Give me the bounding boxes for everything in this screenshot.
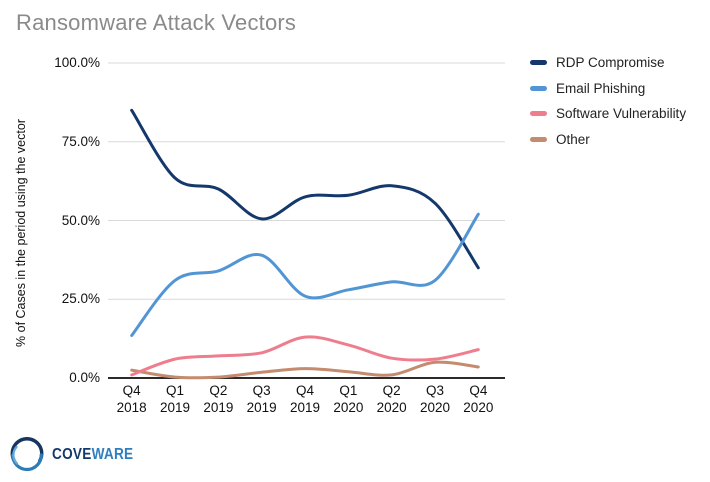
coveware-logo-icon [10,437,44,472]
x-tick-label-q3-2019: Q3 2019 [246,383,277,415]
x-tick-label-q2-2019: Q2 2019 [203,383,234,415]
legend-item-software-vulnerability: Software Vulnerability [530,105,686,122]
line-software-vulnerability [130,335,480,377]
line-other [130,360,480,380]
legend-swatch-rdp-compromise [530,60,547,65]
y-tick-label-0: 0.0% [69,370,100,385]
y-tick-label-25: 25.0% [61,291,100,307]
legend-label-software-vulnerability: Software Vulnerability [556,106,687,121]
x-tick-label-q4-2020: Q4 2020 [463,383,494,415]
page-title: Ransomware Attack Vectors [16,10,297,35]
logo-text-ware: WARE [91,446,134,463]
x-tick-label-q4-2019: Q4 2019 [289,383,321,415]
y-tick-label-75: 75.0% [61,133,100,149]
y-tick-label-50: 50.0% [61,212,100,228]
x-tick-label-q2-2020: Q2 2020 [376,383,407,415]
x-tick-label-q1-2020: Q1 2020 [333,383,364,415]
logo-text: COVEWARE [52,446,133,464]
x-tick-label-q4-2018: Q4 2018 [116,383,147,415]
y-axis-title: % of Cases in the period using the vecto… [14,119,28,347]
legend-item-rdp-compromise: RDP Compromise [530,54,686,71]
legend-label-rdp-compromise: RDP Compromise [556,55,665,70]
logo-text-cove: COVE [52,446,92,463]
legend-swatch-email-phishing [530,85,547,91]
y-tick-label-100: 100.0% [54,55,100,70]
x-tick-label-q3-2020: Q3 2020 [419,383,451,415]
legend-item-email-phishing: Email Phishing [530,80,686,97]
legend-label-email-phishing: Email Phishing [556,80,646,96]
legend-label-other: Other [556,131,590,147]
legend: RDP Compromise Email Phishing Software Vul… [530,54,686,156]
x-tick-label-q1-2019: Q1 2019 [159,383,191,415]
legend-item-other: Other [530,131,686,148]
line-rdp-compromise [130,108,480,270]
legend-swatch-software-vulnerability [530,111,547,116]
line-email-phishing [130,212,480,337]
legend-swatch-other [530,136,547,142]
coveware-logo: COVEWARE [8,433,148,477]
